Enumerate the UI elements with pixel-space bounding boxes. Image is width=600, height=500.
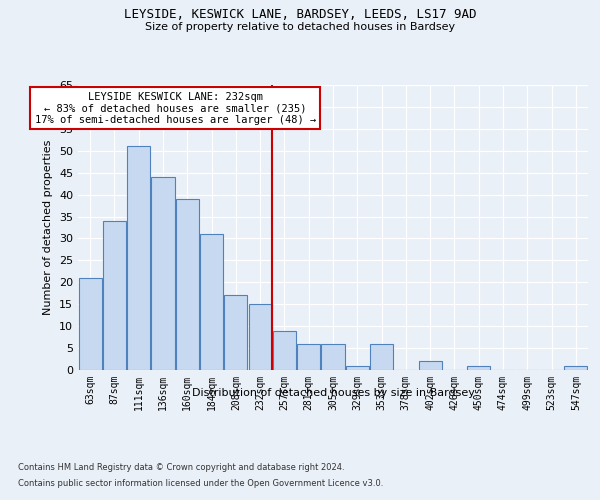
Bar	[419, 361, 442, 370]
Bar	[224, 296, 247, 370]
Text: Contains HM Land Registry data © Crown copyright and database right 2024.: Contains HM Land Registry data © Crown c…	[18, 462, 344, 471]
Bar	[322, 344, 344, 370]
Bar	[103, 221, 126, 370]
Text: LEYSIDE KESWICK LANE: 232sqm
← 83% of detached houses are smaller (235)
17% of s: LEYSIDE KESWICK LANE: 232sqm ← 83% of de…	[35, 92, 316, 125]
Y-axis label: Number of detached properties: Number of detached properties	[43, 140, 53, 315]
Bar	[127, 146, 150, 370]
Bar	[151, 177, 175, 370]
Bar	[79, 278, 101, 370]
Bar	[248, 304, 272, 370]
Bar	[370, 344, 393, 370]
Bar	[297, 344, 320, 370]
Text: Distribution of detached houses by size in Bardsey: Distribution of detached houses by size …	[191, 388, 475, 398]
Bar	[565, 366, 587, 370]
Bar	[176, 199, 199, 370]
Bar	[273, 330, 296, 370]
Text: Size of property relative to detached houses in Bardsey: Size of property relative to detached ho…	[145, 22, 455, 32]
Bar	[346, 366, 369, 370]
Text: Contains public sector information licensed under the Open Government Licence v3: Contains public sector information licen…	[18, 479, 383, 488]
Text: LEYSIDE, KESWICK LANE, BARDSEY, LEEDS, LS17 9AD: LEYSIDE, KESWICK LANE, BARDSEY, LEEDS, L…	[124, 8, 476, 20]
Bar	[467, 366, 490, 370]
Bar	[200, 234, 223, 370]
